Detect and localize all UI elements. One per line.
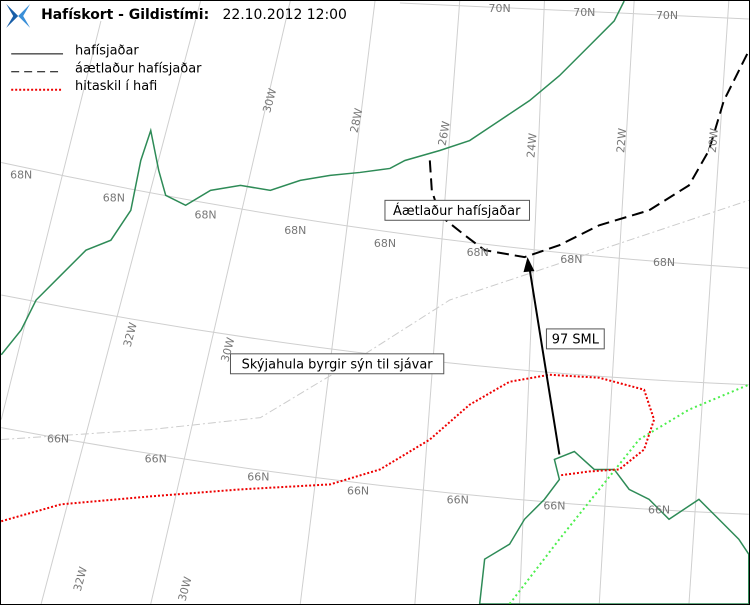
coastline-greenland <box>1 1 625 356</box>
grid-label: 30W <box>176 575 195 602</box>
lon-line <box>299 1 376 604</box>
grid-label: 70N <box>489 2 511 15</box>
grid-label: 24W <box>524 132 539 158</box>
valid-time: 22.10.2012 12:00 <box>223 7 347 23</box>
grid-label: 68N <box>103 191 125 204</box>
lat-line <box>1 427 749 515</box>
annotation: 97 SML <box>552 332 600 347</box>
ocean-front <box>1 373 656 523</box>
arrow-line <box>528 267 561 455</box>
grid-label: 68N <box>284 224 306 237</box>
grid-label: 66N <box>543 499 565 512</box>
grid-label: 32W <box>121 321 140 348</box>
grid-label: 68N <box>10 168 32 181</box>
grid-label: 68N <box>653 256 675 269</box>
grid-label: 32W <box>71 565 90 592</box>
grid-label: 26W <box>436 120 453 147</box>
lon-line <box>1 20 102 420</box>
lon-line <box>414 1 461 604</box>
annotation-box <box>545 328 605 350</box>
grid-label: 66N <box>47 433 69 446</box>
grid-label: 66N <box>145 452 167 465</box>
lon-line <box>519 1 545 604</box>
lat-line <box>1 161 749 269</box>
annotation-box <box>384 199 530 221</box>
grid-label: 20W <box>706 127 721 153</box>
grid-label: 70N <box>573 6 595 19</box>
annotation: Áætlaður hafísjaðar <box>393 203 521 219</box>
lon-line <box>150 1 291 604</box>
grid-label: 68N <box>374 237 396 250</box>
grid-label: 66N <box>447 493 469 506</box>
grid-label: 30W <box>219 336 238 363</box>
legend-label: hitaskil í hafi <box>75 79 157 94</box>
grid-label: 28W <box>348 107 366 134</box>
legend-label: áætlaður hafísjaðar <box>75 61 202 76</box>
grid-label: 22W <box>614 127 629 153</box>
annotation: Skýjahula byrgir sýn til sjávar <box>242 357 434 372</box>
grid-label: 30W <box>260 87 279 114</box>
annotation-box <box>229 353 445 375</box>
grid-labels: 70N 70N 70N 68N 68N 68N 68N 68N 68N 68N 68N 66N 66N 6… <box>10 2 721 603</box>
legend-label: hafísjaðar <box>75 43 139 58</box>
grid-label: 70N <box>656 9 678 22</box>
grid-label: 66N <box>247 470 269 483</box>
logo <box>6 3 31 28</box>
lon-line <box>598 1 635 604</box>
grid-label: 68N <box>194 208 216 221</box>
lat-line <box>399 2 749 20</box>
grid-label: 68N <box>560 253 582 266</box>
grid-label: 68N <box>467 246 489 259</box>
lon-line <box>688 1 730 604</box>
grid-label: 66N <box>347 484 369 497</box>
title: Hafískort - Gildistími: <box>41 7 209 23</box>
grid-label: 66N <box>648 503 670 516</box>
arrow-head <box>523 257 535 273</box>
